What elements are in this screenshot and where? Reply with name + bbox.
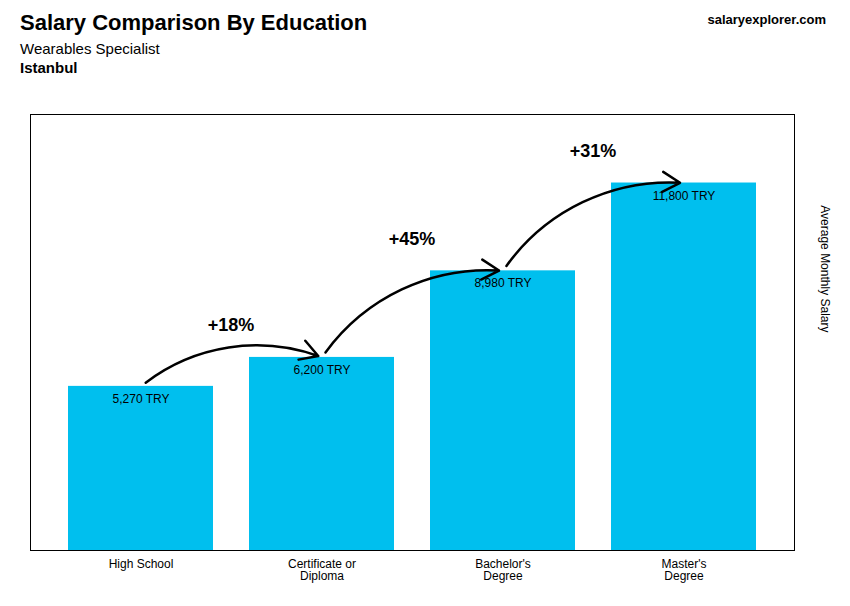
svg-text:Certificate orDiploma: Certificate orDiploma (288, 557, 356, 583)
svg-text:8,980 TRY: 8,980 TRY (474, 276, 532, 291)
svg-text:High School: High School (109, 557, 174, 571)
svg-text:+45%: +45% (389, 229, 436, 249)
html-text:salary explorer.com: salary explorer.com (707, 12, 826, 27)
svg-text:6,200 TRY: 6,200 TRY (294, 363, 351, 377)
svg-text:11,800 TRY: 11,800 TRY (652, 188, 716, 203)
html-text:Salary Comparison By Education: Salary Comparison By Education (20, 10, 368, 35)
svg-text:Master'sDegree: Master'sDegree (662, 557, 707, 583)
svg-text:+18%: +18% (208, 315, 255, 335)
svg-text:5,270 TRY: 5,270 TRY (113, 392, 170, 406)
svg-text:Bachelor'sDegree: Bachelor'sDegree (475, 557, 531, 583)
html-text:Istanbul: Istanbul (20, 59, 78, 76)
svg-text:+31%: +31% (570, 141, 617, 161)
svg-text:Average Monthly Salary: Average Monthly Salary (818, 205, 832, 332)
html-text:Wearables Specialist: Wearables Specialist (20, 40, 160, 57)
